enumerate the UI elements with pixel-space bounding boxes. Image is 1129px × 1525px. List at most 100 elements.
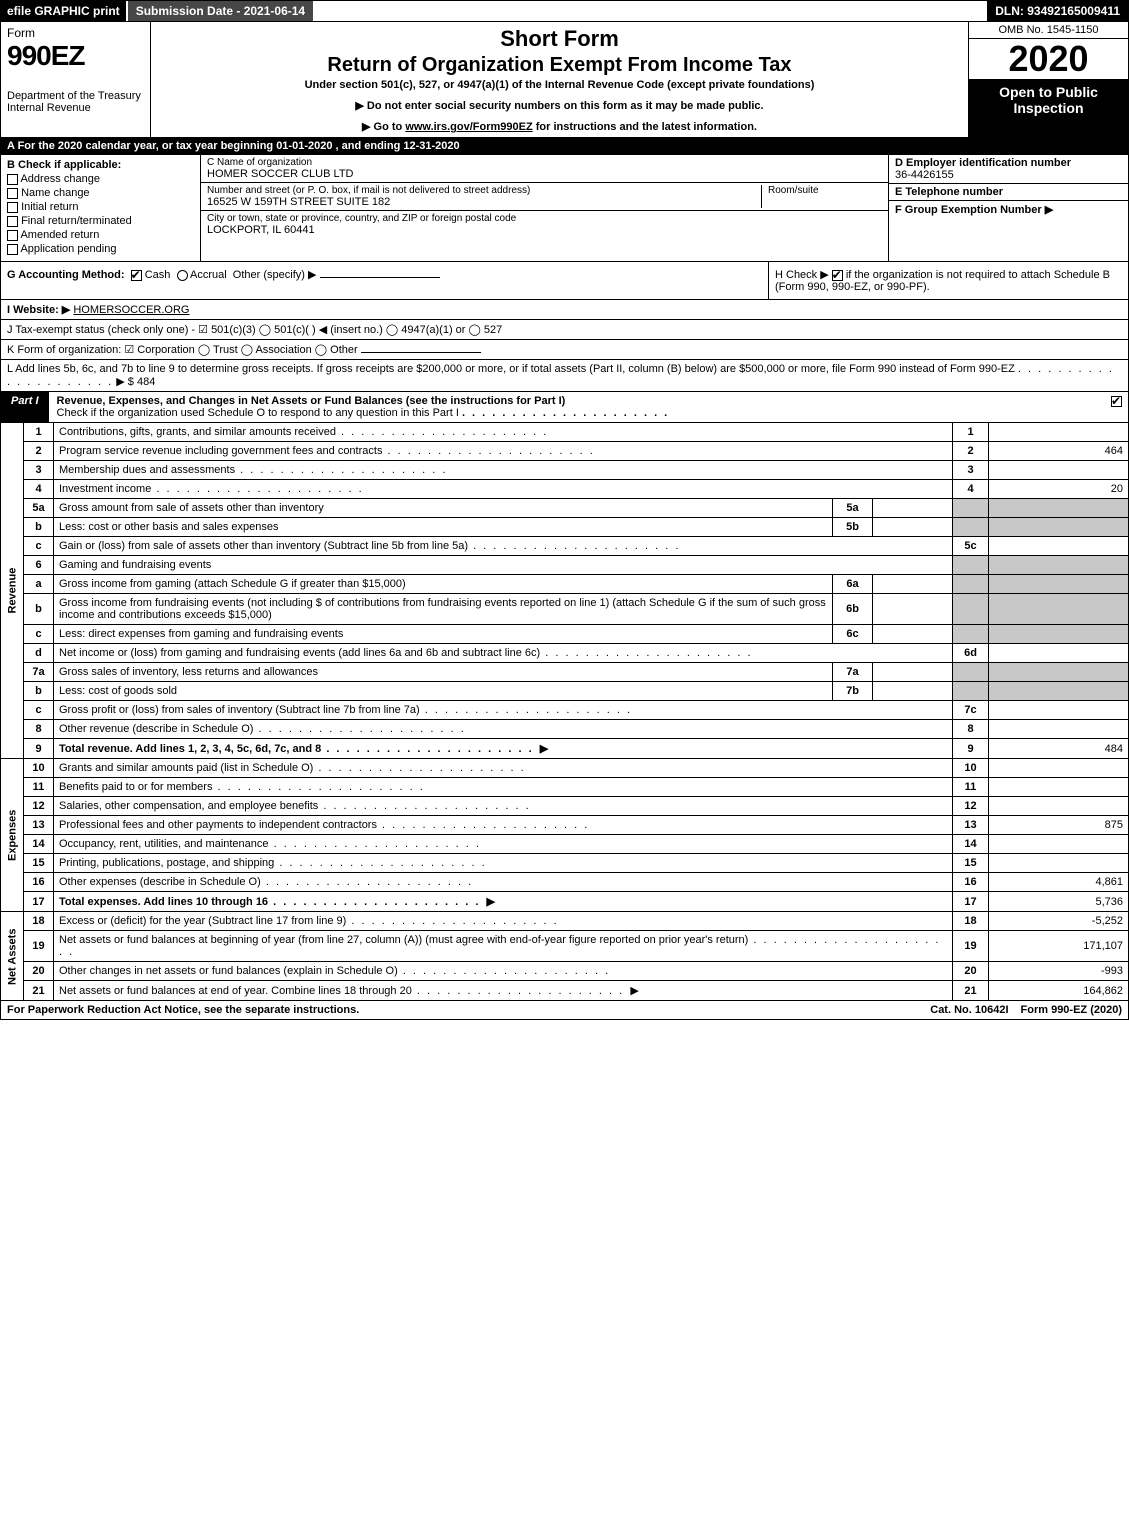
box-def: D Employer identification number 36-4426… xyxy=(888,155,1128,261)
org-name-label: C Name of organization xyxy=(207,157,882,168)
chk-schedule-b[interactable] xyxy=(832,270,843,281)
num-col-greyed xyxy=(953,682,989,701)
line-amt xyxy=(989,701,1129,720)
line-amt xyxy=(989,854,1129,873)
line-row-6: 6Gaming and fundraising events xyxy=(1,556,1129,575)
line-text: Benefits paid to or for members xyxy=(54,778,953,797)
line-text: Gain or (loss) from sale of assets other… xyxy=(54,537,953,556)
open-to-public: Open to Public Inspection xyxy=(969,80,1128,137)
submission-date: Submission Date - 2021-06-14 xyxy=(126,1,313,21)
line-num-col: 5c xyxy=(953,537,989,556)
entity-block: B Check if applicable: Address change Na… xyxy=(0,155,1129,262)
line-amt: 20 xyxy=(989,480,1129,499)
line-row-19: 19Net assets or fund balances at beginni… xyxy=(1,931,1129,962)
line-amt: -993 xyxy=(989,962,1129,981)
chk-amended-return[interactable]: Amended return xyxy=(7,229,194,241)
org-addr-label: Number and street (or P. O. box, if mail… xyxy=(207,185,755,196)
line-no: b xyxy=(24,518,54,537)
chk-initial-return[interactable]: Initial return xyxy=(7,201,194,213)
chk-accrual[interactable] xyxy=(177,270,188,281)
form-header: Form 990EZ Department of the Treasury In… xyxy=(0,22,1129,138)
amt-col-greyed xyxy=(989,575,1129,594)
line-no: c xyxy=(24,537,54,556)
row-a-tax-year: A For the 2020 calendar year, or tax yea… xyxy=(0,138,1129,155)
row-k-text: K Form of organization: ☑ Corporation ◯ … xyxy=(7,344,358,356)
sub-line-amt xyxy=(873,575,953,594)
return-title: Return of Organization Exempt From Incom… xyxy=(157,54,962,77)
amt-col-greyed xyxy=(989,556,1129,575)
box-h: H Check ▶ if the organization is not req… xyxy=(768,262,1128,299)
line-text: Occupancy, rent, utilities, and maintena… xyxy=(54,835,953,854)
line-no: b xyxy=(24,682,54,701)
line-amt: 164,862 xyxy=(989,981,1129,1001)
line-no: 4 xyxy=(24,480,54,499)
short-form-title: Short Form xyxy=(157,26,962,52)
line-amt: 875 xyxy=(989,816,1129,835)
line-text: Other revenue (describe in Schedule O) xyxy=(54,720,953,739)
line-num-col: 20 xyxy=(953,962,989,981)
irs-link[interactable]: www.irs.gov/Form990EZ xyxy=(405,121,532,133)
other-specify-input[interactable] xyxy=(320,277,440,278)
line-text: Gross income from fundraising events (no… xyxy=(54,594,833,625)
form-id-block: Form 990EZ Department of the Treasury In… xyxy=(1,22,151,137)
part-1-label: Part I xyxy=(1,392,49,422)
amt-col-greyed xyxy=(989,682,1129,701)
part-1-checkbox[interactable] xyxy=(1105,392,1128,422)
amt-col-greyed xyxy=(989,518,1129,537)
line-text: Other expenses (describe in Schedule O) xyxy=(54,873,953,892)
website-link[interactable]: HOMERSOCCER.ORG xyxy=(73,304,189,316)
line-num-col: 12 xyxy=(953,797,989,816)
line-row-7a: 7aGross sales of inventory, less returns… xyxy=(1,663,1129,682)
chk-cash[interactable] xyxy=(131,270,142,281)
chk-final-return[interactable]: Final return/terminated xyxy=(7,215,194,227)
line-row-12: 12Salaries, other compensation, and empl… xyxy=(1,797,1129,816)
line-row-5b: bLess: cost or other basis and sales exp… xyxy=(1,518,1129,537)
line-text: Program service revenue including govern… xyxy=(54,442,953,461)
line-text: Printing, publications, postage, and shi… xyxy=(54,854,953,873)
chk-address-change[interactable]: Address change xyxy=(7,173,194,185)
sub-line-no: 7a xyxy=(833,663,873,682)
note-ssn: ▶ Do not enter social security numbers o… xyxy=(157,99,962,112)
line-no: 15 xyxy=(24,854,54,873)
line-row-7b: bLess: cost of goods sold7b xyxy=(1,682,1129,701)
line-row-10: Expenses10Grants and similar amounts pai… xyxy=(1,759,1129,778)
line-no: 10 xyxy=(24,759,54,778)
line-text: Gross profit or (loss) from sales of inv… xyxy=(54,701,953,720)
sub-line-no: 6b xyxy=(833,594,873,625)
line-text: Salaries, other compensation, and employ… xyxy=(54,797,953,816)
box-f: F Group Exemption Number ▶ xyxy=(889,201,1128,261)
chk-application-pending[interactable]: Application pending xyxy=(7,243,194,255)
line-num-col: 18 xyxy=(953,912,989,931)
under-section: Under section 501(c), 527, or 4947(a)(1)… xyxy=(157,79,962,91)
org-addr: 16525 W 159TH STREET SUITE 182 xyxy=(207,196,755,208)
line-row-15: 15Printing, publications, postage, and s… xyxy=(1,854,1129,873)
line-no: 21 xyxy=(24,981,54,1001)
spacer xyxy=(313,1,987,21)
org-name: HOMER SOCCER CLUB LTD xyxy=(207,168,882,180)
sub-line-no: 5b xyxy=(833,518,873,537)
line-amt xyxy=(989,720,1129,739)
line-num-col: 4 xyxy=(953,480,989,499)
line-row-5c: cGain or (loss) from sale of assets othe… xyxy=(1,537,1129,556)
line-row-6a: aGross income from gaming (attach Schedu… xyxy=(1,575,1129,594)
line-text: Membership dues and assessments xyxy=(54,461,953,480)
line-no: c xyxy=(24,701,54,720)
line-row-1: Revenue1Contributions, gifts, grants, an… xyxy=(1,423,1129,442)
line-text: Investment income xyxy=(54,480,953,499)
box-d: D Employer identification number 36-4426… xyxy=(889,155,1128,184)
line-text: Net income or (loss) from gaming and fun… xyxy=(54,644,953,663)
row-l: L Add lines 5b, 6c, and 7b to line 9 to … xyxy=(0,360,1129,392)
part-1-title: Revenue, Expenses, and Changes in Net As… xyxy=(49,392,1105,422)
line-no: 13 xyxy=(24,816,54,835)
line-row-14: 14Occupancy, rent, utilities, and mainte… xyxy=(1,835,1129,854)
org-other-input[interactable] xyxy=(361,352,481,353)
line-text: Less: cost or other basis and sales expe… xyxy=(54,518,833,537)
efile-label[interactable]: efile GRAPHIC print xyxy=(1,1,126,21)
line-num-col: 21 xyxy=(953,981,989,1001)
chk-name-change[interactable]: Name change xyxy=(7,187,194,199)
line-amt xyxy=(989,644,1129,663)
omb-number: OMB No. 1545-1150 xyxy=(969,22,1128,39)
amt-col-greyed xyxy=(989,625,1129,644)
line-no: d xyxy=(24,644,54,663)
line-amt xyxy=(989,461,1129,480)
